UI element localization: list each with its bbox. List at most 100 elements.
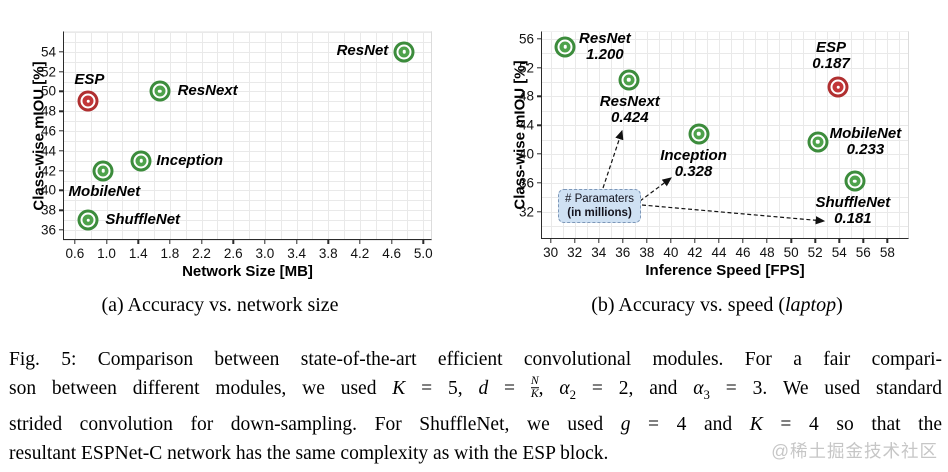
data-point-mobilenet bbox=[95, 163, 111, 179]
point-parameter-value: 0.181 bbox=[834, 210, 872, 228]
x-tick-mark bbox=[422, 240, 424, 244]
y-tick-label: 50 bbox=[40, 83, 56, 99]
grid-line-vertical bbox=[344, 31, 346, 240]
point-name: MobileNet bbox=[829, 124, 902, 142]
y-tick-label: 52 bbox=[518, 60, 534, 76]
caption-line-2: son between different modules, we used K… bbox=[9, 373, 943, 402]
grid-line-vertical bbox=[233, 31, 235, 240]
y-tick-mark bbox=[59, 150, 63, 152]
grid-line-vertical bbox=[249, 31, 251, 240]
x-tick-label: 34 bbox=[591, 245, 607, 260]
x-tick-mark bbox=[390, 240, 393, 244]
y-tick-label: 36 bbox=[518, 175, 534, 191]
grid-line-vertical bbox=[755, 31, 757, 239]
x-tick-label: 58 bbox=[879, 245, 895, 260]
grid-line-vertical bbox=[574, 31, 576, 239]
grid-line-horizontal bbox=[541, 226, 909, 228]
chart-accuracy-vs-network-size: Class-wise mIOU [%] Network Size [MB] 0.… bbox=[0, 0, 474, 290]
point-name: Inception bbox=[156, 151, 224, 169]
x-tick-label: 4.2 bbox=[350, 246, 370, 261]
data-point-mobilenet bbox=[810, 134, 826, 150]
subcaption-b: (b) Accuracy vs. speed (laptop) bbox=[486, 294, 948, 317]
x-tick-mark bbox=[232, 240, 234, 244]
grid-line-vertical bbox=[779, 31, 781, 239]
subcaption-b-prefix: (b) Accuracy vs. speed ( bbox=[591, 294, 785, 316]
x-tick-label: 0.6 bbox=[65, 246, 85, 261]
point-label-resnet: ResNet bbox=[336, 41, 389, 59]
annotation-arrows bbox=[602, 129, 826, 225]
y-tick-label: 40 bbox=[518, 146, 534, 162]
plot-area bbox=[541, 31, 909, 239]
caption-line-1: Fig. 5: Comparison between state-of-the-… bbox=[9, 349, 942, 370]
x-tick-mark bbox=[886, 239, 889, 243]
x-tick-label: 3.8 bbox=[318, 246, 338, 261]
point-label-esp: ESP bbox=[74, 72, 104, 88]
point-name: ResNet bbox=[579, 29, 631, 47]
x-tick-label: 48 bbox=[759, 245, 775, 260]
subcaption-b-suffix: ) bbox=[836, 294, 843, 316]
y-tick-mark bbox=[537, 153, 541, 155]
x-tick-label: 3.4 bbox=[287, 246, 306, 261]
grid-line-horizontal bbox=[63, 121, 432, 123]
grid-line-horizontal bbox=[63, 111, 432, 113]
x-tick-mark bbox=[295, 240, 298, 244]
x-tick-label: 50 bbox=[783, 245, 799, 260]
subcaption-a: (a) Accuracy vs. network size bbox=[101, 294, 339, 316]
grid-line-horizontal bbox=[63, 240, 432, 241]
grid-line-vertical bbox=[185, 31, 187, 240]
grid-line-horizontal bbox=[63, 160, 432, 162]
x-tick-label: 56 bbox=[855, 245, 871, 260]
x-tick-label: 36 bbox=[615, 245, 631, 260]
x-tick-label: 2.6 bbox=[223, 246, 243, 261]
grid-line-vertical bbox=[550, 31, 552, 239]
x-tick-mark bbox=[74, 240, 76, 244]
point-parameter-value: 0.187 bbox=[812, 55, 850, 73]
y-tick-label: 44 bbox=[40, 143, 56, 159]
grid-line-vertical bbox=[90, 31, 92, 240]
y-tick-label: 32 bbox=[518, 204, 534, 220]
x-tick-label: 2.2 bbox=[192, 246, 211, 261]
figure-caption: Fig. 5: Comparison between state-of-the-… bbox=[9, 345, 942, 468]
x-tick-mark bbox=[327, 240, 329, 244]
x-tick-label: 38 bbox=[639, 245, 655, 260]
y-tick-label: 40 bbox=[40, 182, 56, 198]
grid-line-vertical bbox=[791, 31, 793, 239]
x-tick-label: 32 bbox=[567, 245, 583, 260]
y-tick-mark bbox=[537, 67, 541, 69]
grid-line-horizontal bbox=[63, 71, 432, 73]
point-label-mobilenet: MobileNet 0.233 bbox=[829, 124, 902, 158]
grid-line-vertical bbox=[598, 31, 600, 239]
x-tick-label: 1.4 bbox=[128, 246, 148, 261]
grid-line-horizontal bbox=[63, 131, 432, 133]
point-name: ESP bbox=[74, 71, 105, 89]
grid-line-vertical bbox=[138, 31, 140, 240]
x-tick-mark bbox=[549, 239, 552, 243]
grid-line-horizontal bbox=[63, 230, 432, 232]
grid-line-vertical bbox=[827, 31, 829, 239]
data-point-shufflenet bbox=[847, 173, 863, 189]
y-tick-mark bbox=[59, 169, 63, 172]
grid-line-vertical bbox=[767, 31, 769, 239]
data-point-shufflenet bbox=[80, 212, 96, 228]
grid-line-vertical bbox=[646, 31, 648, 239]
point-name: ResNet bbox=[336, 41, 389, 59]
grid-line-vertical bbox=[743, 31, 745, 239]
point-label-resnet: ResNet 1.200 bbox=[579, 29, 631, 63]
x-tick-mark bbox=[137, 240, 139, 244]
grid-line-vertical bbox=[875, 31, 877, 239]
data-point-inception bbox=[691, 126, 707, 142]
x-tick-mark bbox=[598, 239, 600, 243]
x-tick-label: 5.0 bbox=[413, 246, 433, 261]
data-point-esp bbox=[830, 79, 846, 95]
grid-line-horizontal bbox=[541, 53, 909, 55]
grid-line-horizontal bbox=[63, 210, 432, 212]
grid-line-vertical bbox=[328, 31, 330, 240]
x-tick-label: 46 bbox=[735, 245, 751, 260]
x-tick-label: 3.0 bbox=[255, 246, 275, 261]
grid-line-horizontal bbox=[541, 110, 909, 112]
point-parameter-value: 1.200 bbox=[586, 45, 624, 63]
subcaption-b-italic: laptop bbox=[785, 294, 837, 316]
grid-line-horizontal bbox=[63, 220, 432, 222]
point-name: MobileNet bbox=[68, 182, 141, 200]
x-tick-mark bbox=[814, 239, 816, 243]
